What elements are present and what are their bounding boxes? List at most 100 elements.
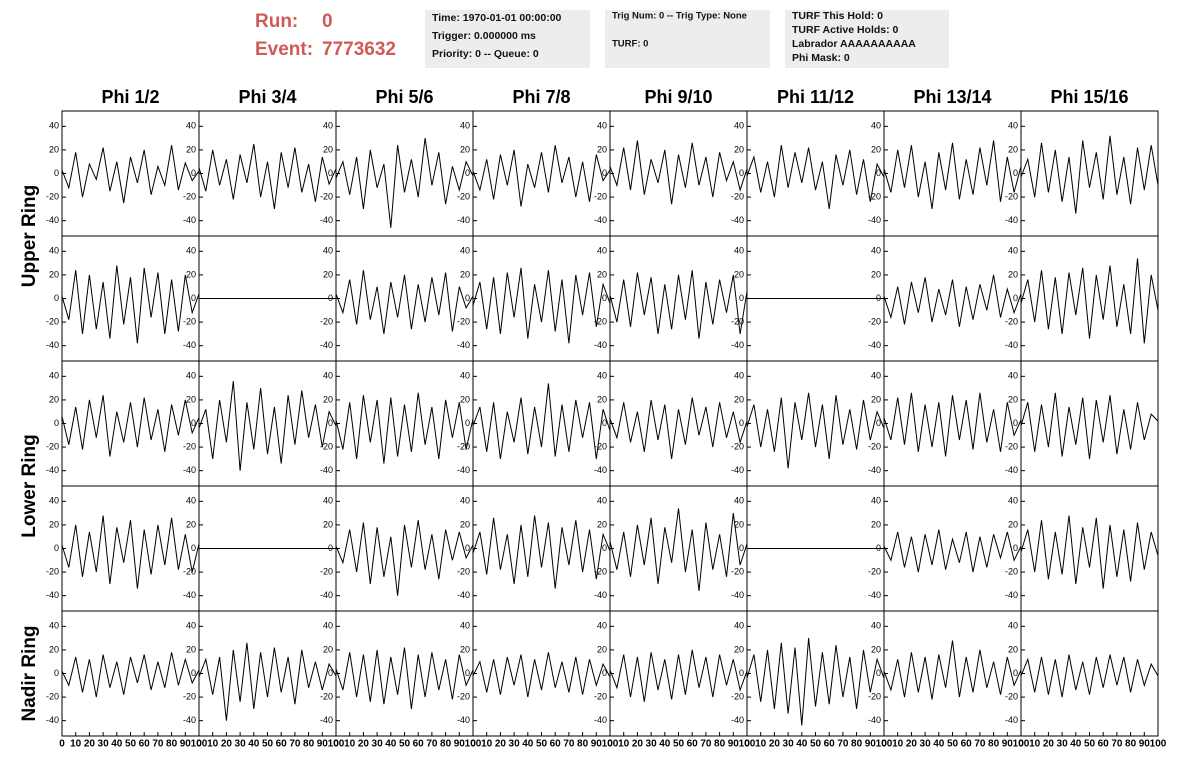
column-title: Phi 5/6 bbox=[375, 87, 433, 107]
x-tick-label: 70 bbox=[563, 739, 575, 750]
y-tick-label: -20 bbox=[457, 441, 470, 451]
y-tick-label: -40 bbox=[731, 465, 744, 475]
waveform bbox=[883, 140, 1022, 209]
y-tick-label: -40 bbox=[868, 215, 881, 225]
y-tick-label: 40 bbox=[1008, 621, 1018, 631]
x-tick-label: 10 bbox=[755, 739, 767, 750]
panel-frame bbox=[472, 110, 611, 237]
panel-frame bbox=[198, 610, 337, 737]
waveform bbox=[746, 392, 885, 469]
waveform bbox=[609, 397, 748, 459]
x-tick-label: 40 bbox=[933, 739, 945, 750]
info-box bbox=[605, 10, 770, 68]
info-text: Trigger: 0.000000 ms bbox=[432, 30, 536, 42]
event-label: Event: bbox=[255, 39, 313, 60]
y-tick-label: 40 bbox=[734, 246, 744, 256]
y-tick-label: 0 bbox=[602, 293, 607, 303]
y-tick-label: 20 bbox=[186, 519, 196, 529]
y-tick-label: 20 bbox=[49, 269, 59, 279]
y-tick-label: 40 bbox=[871, 371, 881, 381]
y-tick-label: 20 bbox=[323, 519, 333, 529]
y-tick-label: -20 bbox=[183, 191, 196, 201]
y-tick-label: 40 bbox=[460, 121, 470, 131]
y-tick-label: -40 bbox=[868, 590, 881, 600]
y-tick-label: 0 bbox=[739, 293, 744, 303]
y-tick-label: 40 bbox=[49, 371, 59, 381]
y-tick-label: -20 bbox=[320, 316, 333, 326]
waveform bbox=[609, 140, 748, 205]
panel-frame bbox=[883, 110, 1022, 237]
x-tick-label: 80 bbox=[714, 739, 726, 750]
x-tick-label: 0 bbox=[470, 739, 476, 750]
y-tick-label: 0 bbox=[602, 668, 607, 678]
x-tick-label: 20 bbox=[84, 739, 96, 750]
y-tick-label: -40 bbox=[320, 590, 333, 600]
x-tick-label: 90 bbox=[591, 739, 603, 750]
waveform bbox=[472, 267, 611, 344]
y-tick-label: 0 bbox=[328, 168, 333, 178]
panel-frame bbox=[335, 360, 474, 487]
info-text: Trig Num: 0 -- Trig Type: None bbox=[612, 11, 747, 22]
column-title: Phi 9/10 bbox=[644, 87, 712, 107]
x-tick-label: 20 bbox=[221, 739, 233, 750]
y-tick-label: -20 bbox=[594, 691, 607, 701]
y-tick-label: 0 bbox=[602, 418, 607, 428]
x-tick-label: 50 bbox=[810, 739, 822, 750]
y-tick-label: 20 bbox=[49, 519, 59, 529]
y-tick-label: 40 bbox=[49, 496, 59, 506]
panel-frame bbox=[883, 485, 1022, 612]
x-tick-label: 0 bbox=[1018, 739, 1024, 750]
y-tick-label: 20 bbox=[49, 644, 59, 654]
y-tick-label: -20 bbox=[183, 691, 196, 701]
panel-frame bbox=[61, 235, 200, 362]
x-tick-label: 20 bbox=[358, 739, 370, 750]
x-tick-label: 30 bbox=[783, 739, 795, 750]
y-tick-label: 40 bbox=[871, 496, 881, 506]
info-text: TURF Active Holds: 0 bbox=[792, 24, 899, 36]
x-tick-label: 10 bbox=[1029, 739, 1041, 750]
ring-label: Upper Ring bbox=[19, 185, 40, 287]
y-tick-label: -40 bbox=[183, 715, 196, 725]
y-tick-label: 0 bbox=[54, 668, 59, 678]
y-tick-label: -40 bbox=[46, 590, 59, 600]
y-tick-label: -20 bbox=[320, 441, 333, 451]
x-tick-label: 20 bbox=[1043, 739, 1055, 750]
y-tick-label: 0 bbox=[739, 418, 744, 428]
panel-frame bbox=[609, 110, 748, 237]
x-tick-label: 100 bbox=[1150, 739, 1167, 750]
y-tick-label: -40 bbox=[183, 340, 196, 350]
x-tick-label: 100 bbox=[465, 739, 482, 750]
y-tick-label: -20 bbox=[594, 566, 607, 576]
y-tick-label: -20 bbox=[731, 566, 744, 576]
y-tick-label: -20 bbox=[46, 191, 59, 201]
ring-label: Lower Ring bbox=[19, 434, 40, 537]
x-tick-label: 70 bbox=[837, 739, 849, 750]
y-tick-label: 20 bbox=[186, 269, 196, 279]
x-tick-label: 50 bbox=[1084, 739, 1096, 750]
waveform bbox=[335, 392, 474, 464]
x-tick-label: 90 bbox=[180, 739, 192, 750]
y-tick-label: 0 bbox=[876, 168, 881, 178]
x-tick-label: 60 bbox=[1098, 739, 1110, 750]
x-tick-label: 0 bbox=[196, 739, 202, 750]
x-tick-label: 70 bbox=[152, 739, 164, 750]
y-tick-label: -20 bbox=[594, 441, 607, 451]
x-tick-label: 60 bbox=[276, 739, 288, 750]
y-tick-label: 0 bbox=[54, 293, 59, 303]
y-tick-label: 20 bbox=[323, 644, 333, 654]
x-tick-label: 40 bbox=[1070, 739, 1082, 750]
y-tick-label: 40 bbox=[323, 371, 333, 381]
x-tick-label: 60 bbox=[550, 739, 562, 750]
panel-frame bbox=[335, 235, 474, 362]
x-tick-label: 100 bbox=[602, 739, 619, 750]
info-text: Time: 1970-01-01 00:00:00 bbox=[432, 12, 562, 24]
waveform bbox=[883, 392, 1022, 457]
x-tick-label: 80 bbox=[577, 739, 589, 750]
panel-frame bbox=[1020, 110, 1159, 237]
y-tick-label: 20 bbox=[1008, 644, 1018, 654]
column-title: Phi 1/2 bbox=[101, 87, 159, 107]
y-tick-label: 20 bbox=[186, 394, 196, 404]
y-tick-label: 40 bbox=[871, 621, 881, 631]
waveform bbox=[1020, 258, 1159, 344]
